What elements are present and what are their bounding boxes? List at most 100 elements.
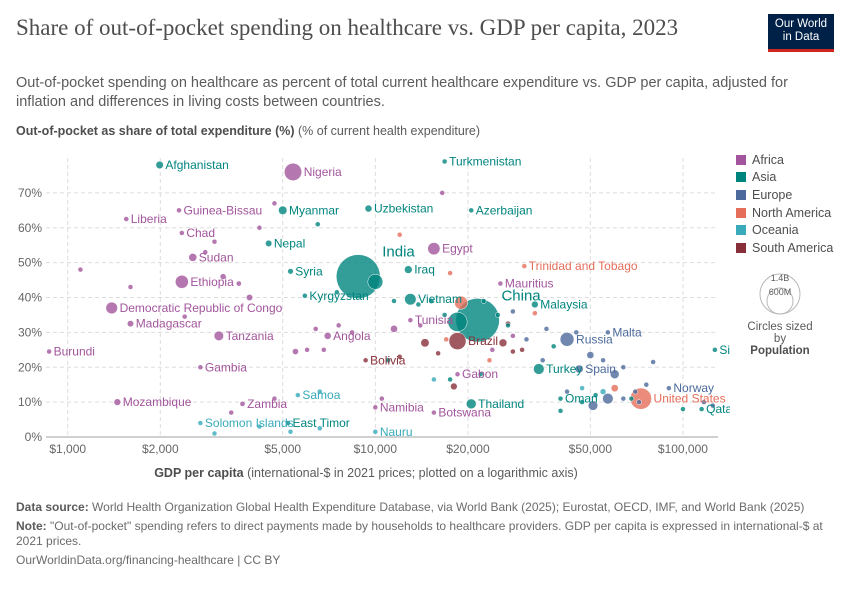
data-point[interactable]	[415, 301, 422, 308]
data-point[interactable]	[592, 392, 599, 398]
data-point[interactable]	[239, 401, 246, 407]
data-point[interactable]	[489, 347, 496, 353]
data-point[interactable]	[680, 406, 686, 412]
data-point[interactable]	[235, 280, 242, 287]
legend-item[interactable]: Africa	[736, 151, 833, 169]
data-point[interactable]	[628, 395, 635, 402]
scatter-chart[interactable]: 0% 10% 20% 30% 40% 50% 60% 70% $1,000 $2,000 $5,0…	[0, 140, 730, 460]
data-point[interactable]	[211, 430, 218, 437]
data-point[interactable]	[321, 347, 327, 353]
data-point[interactable]	[317, 388, 323, 395]
data-point[interactable]	[292, 348, 299, 355]
data-point[interactable]	[573, 329, 580, 336]
data-point[interactable]	[609, 369, 620, 379]
data-point[interactable]	[610, 384, 619, 393]
data-point[interactable]	[454, 295, 468, 310]
data-point[interactable]	[636, 399, 642, 405]
data-point[interactable]	[127, 284, 134, 290]
data-point[interactable]	[335, 322, 342, 329]
data-point[interactable]	[498, 338, 508, 348]
data-point[interactable]	[435, 350, 441, 357]
data-point[interactable]	[372, 404, 379, 411]
data-point[interactable]	[523, 336, 530, 343]
data-point[interactable]	[539, 357, 546, 364]
data-point[interactable]	[284, 163, 302, 181]
legend-item[interactable]: South America	[736, 239, 833, 257]
data-point[interactable]	[587, 400, 599, 411]
data-point[interactable]	[643, 381, 650, 388]
data-point[interactable]	[701, 399, 707, 405]
data-point[interactable]	[271, 395, 278, 402]
data-point[interactable]	[480, 298, 487, 304]
data-point[interactable]	[278, 205, 288, 215]
data-point[interactable]	[666, 385, 672, 391]
data-point[interactable]	[312, 326, 319, 332]
data-point[interactable]	[202, 249, 209, 255]
legend-item[interactable]: Oceania	[736, 221, 833, 239]
data-point[interactable]	[265, 239, 273, 247]
data-point[interactable]	[181, 313, 188, 320]
data-point[interactable]	[404, 265, 413, 274]
data-point[interactable]	[113, 398, 121, 406]
data-point[interactable]	[372, 429, 379, 435]
legend-item[interactable]: Europe	[736, 186, 833, 204]
data-point[interactable]	[439, 190, 445, 196]
data-point[interactable]	[428, 298, 435, 304]
data-point[interactable]	[396, 231, 403, 238]
data-point[interactable]	[155, 160, 164, 169]
data-point[interactable]	[531, 300, 539, 309]
data-point[interactable]	[123, 216, 130, 222]
data-point[interactable]	[698, 406, 705, 412]
data-point[interactable]	[427, 242, 441, 256]
data-point[interactable]	[564, 388, 570, 395]
data-point[interactable]	[605, 329, 611, 336]
data-point[interactable]	[256, 423, 263, 430]
data-point[interactable]	[712, 347, 718, 353]
data-point[interactable]	[466, 398, 477, 410]
footer-url[interactable]: OurWorldinData.org/financing-healthcare …	[16, 553, 281, 567]
data-point[interactable]	[447, 312, 468, 332]
data-point[interactable]	[334, 289, 340, 296]
data-point[interactable]	[317, 425, 323, 432]
data-point[interactable]	[287, 429, 294, 435]
data-point[interactable]	[323, 332, 332, 340]
data-point[interactable]	[285, 420, 291, 426]
data-point[interactable]	[494, 312, 501, 318]
data-point[interactable]	[188, 253, 198, 262]
data-point[interactable]	[497, 280, 504, 287]
legend-item[interactable]: Asia	[736, 169, 833, 187]
data-point[interactable]	[304, 347, 310, 353]
data-point[interactable]	[550, 343, 557, 350]
data-point[interactable]	[396, 354, 403, 360]
data-points[interactable]	[46, 158, 718, 437]
data-point[interactable]	[431, 409, 437, 416]
data-point[interactable]	[77, 266, 84, 273]
data-point[interactable]	[532, 310, 538, 316]
data-point[interactable]	[219, 273, 227, 280]
data-point[interactable]	[510, 308, 516, 315]
data-point[interactable]	[510, 333, 516, 339]
data-point[interactable]	[349, 329, 355, 336]
data-point[interactable]	[557, 395, 564, 402]
data-point[interactable]	[632, 388, 639, 395]
data-point[interactable]	[362, 357, 369, 364]
data-point[interactable]	[443, 336, 449, 343]
legend-item[interactable]: North America	[736, 204, 833, 222]
data-point[interactable]	[602, 393, 614, 405]
data-point[interactable]	[557, 408, 564, 414]
data-point[interactable]	[315, 221, 321, 228]
owid-logo[interactable]: Our World in Data	[768, 14, 834, 52]
data-point[interactable]	[364, 204, 373, 213]
data-point[interactable]	[404, 293, 417, 306]
data-point[interactable]	[46, 348, 52, 355]
data-point[interactable]	[574, 364, 584, 374]
data-point[interactable]	[486, 357, 493, 364]
data-point[interactable]	[179, 230, 185, 236]
data-point[interactable]	[441, 312, 448, 318]
data-point[interactable]	[579, 399, 585, 405]
data-point[interactable]	[599, 388, 607, 395]
data-point[interactable]	[448, 332, 467, 350]
data-point[interactable]	[385, 357, 391, 364]
data-point[interactable]	[710, 402, 716, 409]
data-point[interactable]	[600, 357, 606, 364]
